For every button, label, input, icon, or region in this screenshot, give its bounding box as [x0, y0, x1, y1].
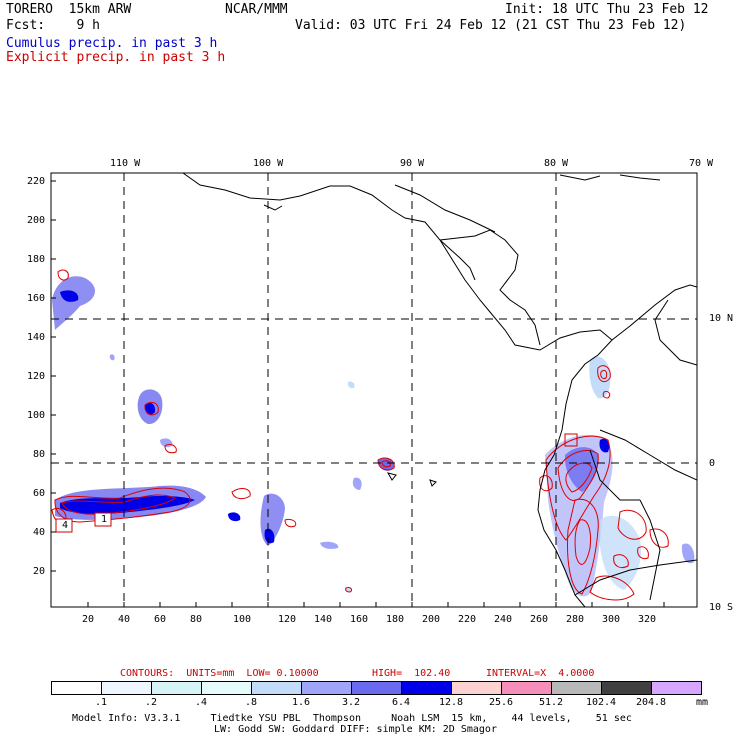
- colorbar-label: .4: [194, 697, 208, 708]
- colorbar-swatch: [51, 681, 102, 695]
- contour-units: CONTOURS: UNITS=mm LOW= 0.10000: [120, 668, 319, 679]
- colorbar-swatch: [601, 681, 652, 695]
- colorbar-label: 204.8: [635, 697, 667, 708]
- colorbar-swatch: [101, 681, 152, 695]
- colorbar-label: 25.6: [488, 697, 514, 708]
- cumulus-field-label: Cumulus precip. in past 3 h: [6, 36, 218, 51]
- y-tick-label: 160: [27, 293, 46, 304]
- x-tick-label: 140: [314, 614, 333, 625]
- colorbar-unit: mm: [696, 697, 709, 708]
- colorbar-label: 51.2: [538, 697, 564, 708]
- lat-label: 10 S: [709, 602, 734, 613]
- x-tick-label: 320: [638, 614, 657, 625]
- colorbar-swatch: [501, 681, 552, 695]
- x-tick-label: 120: [278, 614, 297, 625]
- explicit-field-label: Explicit precip. in past 3 h: [6, 50, 226, 65]
- map-frame: [50, 172, 698, 608]
- colorbar-swatch: [351, 681, 402, 695]
- lon-label: 90 W: [400, 158, 425, 169]
- explicit-precip-contours: [51, 269, 669, 601]
- y-tick-label: 200: [27, 215, 46, 226]
- x-tick-label: 180: [386, 614, 405, 625]
- bottom-ticks: [87, 602, 665, 607]
- colorbar-swatch: [451, 681, 502, 695]
- lon-label: 110 W: [110, 158, 141, 169]
- x-tick-label: 280: [566, 614, 585, 625]
- x-tick-label: 260: [530, 614, 549, 625]
- y-tick-label: 80: [33, 449, 46, 460]
- contour-label-box-2: [94, 512, 112, 527]
- contour-interval: INTERVAL=X 4.0000: [486, 668, 595, 679]
- colorbar-label: 6.4: [391, 697, 411, 708]
- left-ticks: [51, 180, 56, 572]
- y-tick-label: 40: [33, 527, 46, 538]
- x-tick-label: 60: [154, 614, 167, 625]
- colorbar-label: 102.4: [585, 697, 617, 708]
- colorbar-label: .2: [144, 697, 158, 708]
- colorbar-swatch: [551, 681, 602, 695]
- colorbar-label: .1: [94, 697, 108, 708]
- contour-label-text-2: 1: [101, 514, 108, 525]
- colorbar-swatch: [201, 681, 252, 695]
- x-tick-label: 200: [422, 614, 441, 625]
- colorbar-label: 12.8: [438, 697, 464, 708]
- init-time: Init: 18 UTC Thu 23 Feb 12: [505, 2, 709, 17]
- contour-high: HIGH= 102.40: [372, 668, 451, 679]
- model-title: TORERO 15km ARW: [6, 2, 132, 17]
- lon-label: 80 W: [544, 158, 569, 169]
- colorbar-label: 1.6: [291, 697, 311, 708]
- y-tick-label: 220: [27, 176, 46, 187]
- contour-label-box-1: [55, 518, 73, 533]
- y-tick-label: 140: [27, 332, 46, 343]
- lon-label: 100 W: [253, 158, 284, 169]
- valid-time: Valid: 03 UTC Fri 24 Feb 12 (21 CST Thu …: [295, 18, 687, 33]
- x-tick-label: 40: [118, 614, 131, 625]
- y-tick-label: 180: [27, 254, 46, 265]
- model-info: Model Info: V3.3.1 Tiedtke YSU PBL Thomp…: [72, 713, 632, 724]
- x-tick-label: 160: [350, 614, 369, 625]
- y-tick-label: 100: [27, 410, 46, 421]
- forecast-hour: Fcst: 9 h: [6, 18, 100, 33]
- x-tick-label: 100: [233, 614, 252, 625]
- colorbar-label: 3.2: [341, 697, 361, 708]
- x-tick-label: 80: [190, 614, 203, 625]
- lat-label: 0: [709, 458, 716, 469]
- colorbar-swatch: [401, 681, 452, 695]
- lat-label: 10 N: [709, 313, 734, 324]
- coastlines: [182, 173, 697, 607]
- graticule: [51, 173, 697, 607]
- physics-info: LW: Godd SW: Goddard DIFF: simple KM: 2D…: [214, 724, 497, 735]
- cumulus-precip-areas: [52, 276, 695, 597]
- contour-label-text-1: 4: [62, 520, 69, 531]
- y-tick-label: 20: [33, 566, 46, 577]
- x-tick-label: 240: [494, 614, 513, 625]
- colorbar-swatch: [251, 681, 302, 695]
- org-label: NCAR/MMM: [225, 2, 288, 17]
- colorbar-swatch: [651, 681, 702, 695]
- colorbar-swatch: [151, 681, 202, 695]
- y-tick-label: 120: [27, 371, 46, 382]
- x-tick-label: 20: [82, 614, 95, 625]
- colorbar-swatch: [301, 681, 352, 695]
- x-tick-label: 220: [458, 614, 477, 625]
- y-tick-label: 60: [33, 488, 46, 499]
- lon-label: 70 W: [689, 158, 714, 169]
- x-tick-label: 300: [602, 614, 621, 625]
- colorbar-label: .8: [244, 697, 258, 708]
- contour-label-box-3: [564, 433, 578, 447]
